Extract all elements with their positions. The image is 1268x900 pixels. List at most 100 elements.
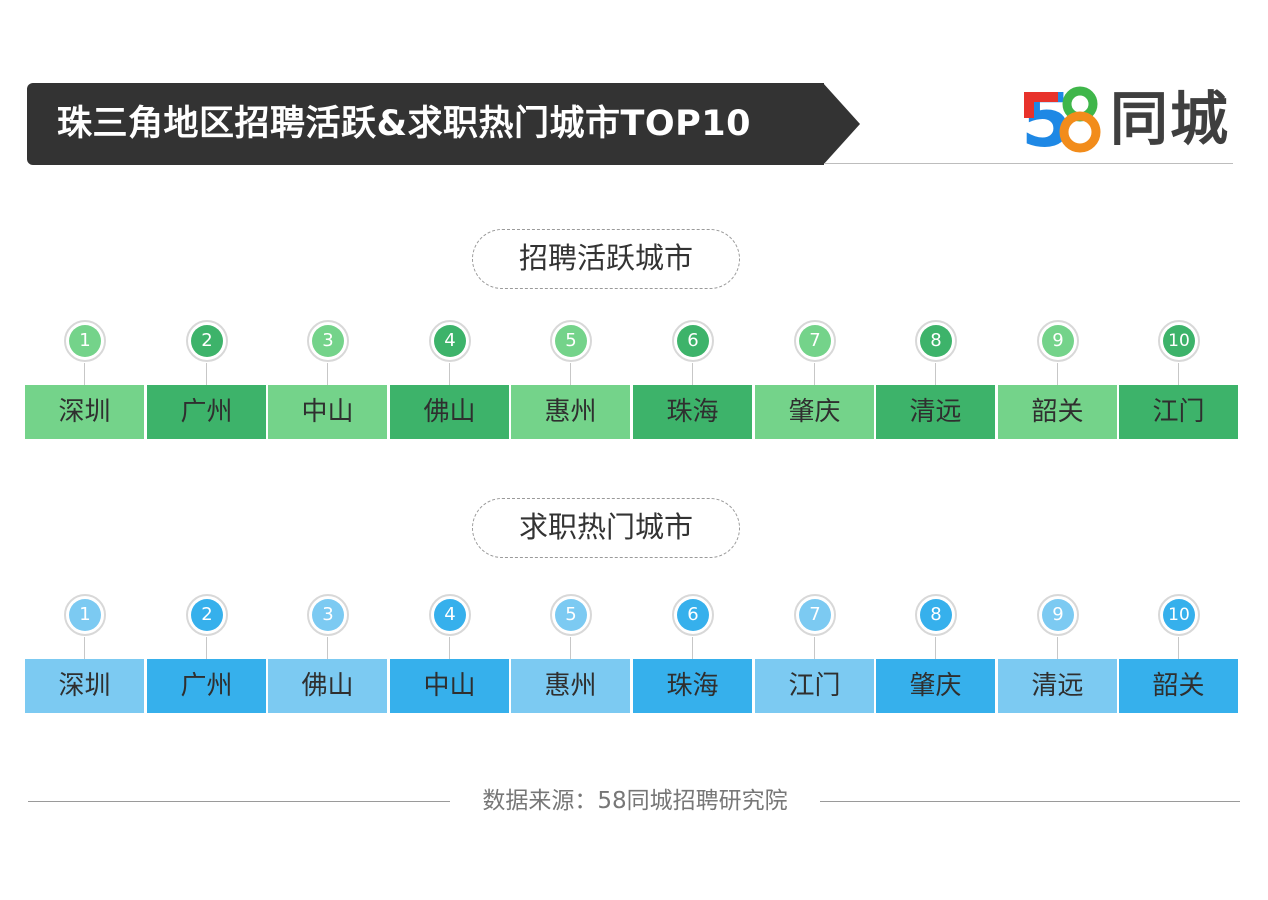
city-label: 中山	[268, 385, 387, 439]
rank-number: 10	[1163, 599, 1195, 631]
page-title: 珠三角地区招聘活跃&求职热门城市TOP10	[57, 104, 752, 144]
rank-badge: 2	[186, 594, 228, 636]
city-label: 江门	[1119, 385, 1238, 439]
city-label: 广州	[147, 385, 266, 439]
rank-badge: 6	[672, 320, 714, 362]
rank-connector	[1057, 363, 1058, 385]
rank-connector	[206, 637, 207, 659]
rank-connector	[206, 363, 207, 385]
rank-badge: 1	[64, 320, 106, 362]
rank-item: 3 佛山	[268, 592, 387, 722]
rank-number: 5	[555, 599, 587, 631]
rank-number: 5	[555, 325, 587, 357]
rank-number: 9	[1042, 599, 1074, 631]
header-divider	[824, 163, 1233, 164]
rank-item: 3 中山	[268, 318, 387, 448]
rank-connector	[814, 637, 815, 659]
rank-badge: 3	[307, 320, 349, 362]
rank-number: 4	[434, 325, 466, 357]
rank-item: 2 广州	[147, 318, 266, 448]
rank-item: 1 深圳	[25, 318, 144, 448]
rank-badge: 8	[915, 320, 957, 362]
rank-badge: 9	[1037, 594, 1079, 636]
rank-badge: 10	[1158, 594, 1200, 636]
rank-number: 7	[799, 599, 831, 631]
rank-number: 9	[1042, 325, 1074, 357]
rank-badge: 7	[794, 594, 836, 636]
rank-number: 7	[799, 325, 831, 357]
rank-connector	[1178, 637, 1179, 659]
title-banner-arrow	[823, 83, 860, 165]
rank-number: 3	[312, 325, 344, 357]
rank-connector	[84, 363, 85, 385]
rank-item: 6 珠海	[633, 592, 752, 722]
logo-58-mark: 5 8	[1022, 84, 1101, 156]
rank-item: 9 韶关	[998, 318, 1117, 448]
title-banner	[27, 83, 824, 165]
city-label: 江门	[755, 659, 874, 713]
city-label: 深圳	[25, 385, 144, 439]
city-label: 惠州	[511, 659, 630, 713]
rank-item: 7 肇庆	[755, 318, 874, 448]
rank-connector	[327, 637, 328, 659]
ranking-row-hiring: 1 深圳 2 广州 3 中山 4 佛山 5 惠州 6 珠海 7 肇庆 8 清远 9 韶关 10 江门	[25, 318, 1241, 448]
city-label: 珠海	[633, 385, 752, 439]
rank-badge: 7	[794, 320, 836, 362]
rank-number: 8	[920, 599, 952, 631]
logo-text: 同城	[1110, 85, 1231, 153]
rank-badge: 10	[1158, 320, 1200, 362]
city-label: 肇庆	[755, 385, 874, 439]
rank-badge: 8	[915, 594, 957, 636]
rank-item: 5 惠州	[511, 318, 630, 448]
rank-connector	[1057, 637, 1058, 659]
rank-number: 1	[69, 325, 101, 357]
rank-connector	[692, 637, 693, 659]
rank-number: 3	[312, 599, 344, 631]
rank-number: 4	[434, 599, 466, 631]
rank-number: 2	[191, 325, 223, 357]
rank-item: 5 惠州	[511, 592, 630, 722]
rank-item: 9 清远	[998, 592, 1117, 722]
city-label: 韶关	[1119, 659, 1238, 713]
rank-item: 2 广州	[147, 592, 266, 722]
city-label: 韶关	[998, 385, 1117, 439]
rank-badge: 3	[307, 594, 349, 636]
footer-rule-left	[28, 801, 450, 802]
data-source: 数据来源：58同城招聘研究院	[482, 788, 788, 814]
rank-badge: 1	[64, 594, 106, 636]
rank-connector	[1178, 363, 1179, 385]
rank-badge: 2	[186, 320, 228, 362]
city-label: 清远	[998, 659, 1117, 713]
city-label: 佛山	[390, 385, 509, 439]
rank-connector	[692, 363, 693, 385]
rank-badge: 9	[1037, 320, 1079, 362]
rank-number: 2	[191, 599, 223, 631]
rank-item: 6 珠海	[633, 318, 752, 448]
city-label: 清远	[876, 385, 995, 439]
rank-number: 10	[1163, 325, 1195, 357]
rank-connector	[935, 637, 936, 659]
rank-item: 8 肇庆	[876, 592, 995, 722]
rank-badge: 6	[672, 594, 714, 636]
rank-badge: 5	[550, 594, 592, 636]
city-label: 广州	[147, 659, 266, 713]
ranking-row-jobseeking: 1 深圳 2 广州 3 佛山 4 中山 5 惠州 6 珠海 7 江门 8 肇庆 9 清远 10 韶关	[25, 592, 1241, 722]
section-title-jobseeking: 求职热门城市	[472, 498, 740, 558]
rank-badge: 4	[429, 594, 471, 636]
rank-connector	[449, 637, 450, 659]
rank-connector	[449, 363, 450, 385]
city-label: 佛山	[268, 659, 387, 713]
rank-item: 1 深圳	[25, 592, 144, 722]
brand-logo: 5 8 同城	[1022, 84, 1234, 156]
rank-item: 8 清远	[876, 318, 995, 448]
rank-item: 10 韶关	[1119, 592, 1238, 722]
rank-connector	[327, 363, 328, 385]
rank-item: 10 江门	[1119, 318, 1238, 448]
city-label: 肇庆	[876, 659, 995, 713]
city-label: 深圳	[25, 659, 144, 713]
rank-badge: 5	[550, 320, 592, 362]
city-label: 惠州	[511, 385, 630, 439]
rank-item: 4 中山	[390, 592, 509, 722]
rank-number: 6	[677, 325, 709, 357]
rank-item: 7 江门	[755, 592, 874, 722]
